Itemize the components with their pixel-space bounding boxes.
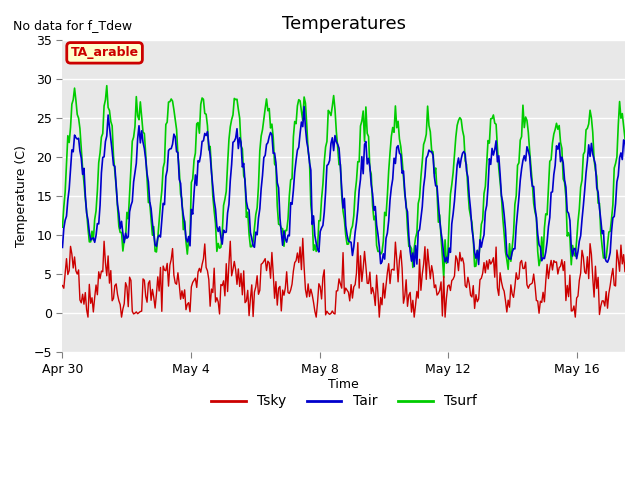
Y-axis label: Temperature (C): Temperature (C) [15,145,28,247]
X-axis label: Time: Time [328,378,359,391]
Legend: Tsky, Tair, Tsurf: Tsky, Tair, Tsurf [205,389,482,414]
Text: No data for f_Tdew: No data for f_Tdew [13,19,132,32]
Title: Temperatures: Temperatures [282,15,406,33]
Text: TA_arable: TA_arable [70,47,139,60]
